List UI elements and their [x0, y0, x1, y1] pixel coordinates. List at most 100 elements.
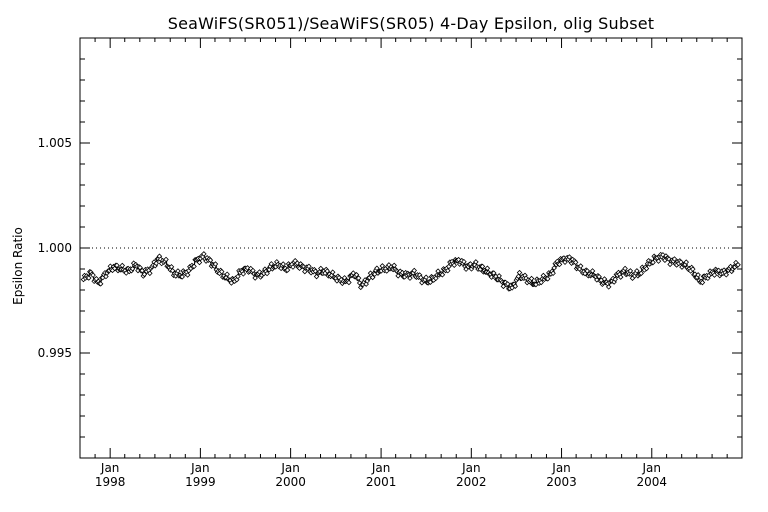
data-point [735, 262, 741, 268]
data-point [119, 262, 126, 269]
data-point [264, 270, 270, 277]
data-point [445, 267, 451, 274]
data-point [244, 265, 251, 271]
data-point [103, 273, 109, 280]
data-point [643, 265, 650, 272]
data-point [638, 270, 644, 277]
data-point [218, 268, 225, 275]
data-point [191, 263, 197, 270]
data-point [407, 275, 413, 281]
data-point [184, 272, 191, 278]
data-point [484, 265, 491, 272]
data-point [346, 279, 352, 286]
data-point [715, 267, 722, 274]
x-tick-year-label: 2004 [636, 475, 667, 489]
data-point [612, 276, 618, 282]
data-point [207, 257, 214, 263]
data-point [179, 274, 185, 280]
data-point [617, 274, 624, 280]
y-tick-label: 1.000 [38, 241, 72, 255]
data-point [85, 275, 92, 281]
data-point [504, 281, 511, 287]
chart-title: SeaWiFS(SR051)/SeaWiFS(SR05) 4-Day Epsil… [167, 14, 655, 33]
x-tick-month-label: Jan [551, 461, 571, 475]
data-point [268, 261, 275, 267]
data-point [711, 272, 718, 278]
data-point [302, 268, 308, 275]
data-point [589, 268, 596, 274]
data-point [235, 273, 241, 280]
data-point [294, 260, 301, 266]
data-point [605, 284, 612, 290]
data-point [168, 264, 175, 270]
data-point [584, 268, 591, 274]
x-tick-month-label: Jan [461, 461, 481, 475]
x-tick-month-label: Jan [642, 461, 662, 475]
data-point [363, 281, 369, 287]
data-point [634, 268, 640, 274]
data-point [374, 265, 380, 272]
x-tick-year-label: 2002 [456, 475, 487, 489]
x-tick-month-label: Jan [100, 461, 120, 475]
data-point [439, 272, 446, 278]
plot-frame [79, 37, 743, 459]
data-point [355, 275, 362, 281]
data-point [383, 268, 390, 274]
data-point [427, 279, 434, 285]
data-point [201, 251, 207, 257]
data-point [306, 263, 312, 270]
data-point [556, 261, 563, 268]
data-point [395, 273, 401, 279]
data-point [313, 273, 320, 280]
y-tick-label: 1.005 [38, 136, 72, 150]
data-point [699, 279, 706, 286]
data-point [141, 271, 148, 278]
data-point [451, 262, 457, 268]
data-point [544, 276, 551, 282]
data-point [695, 272, 701, 278]
x-tick-year-label: 2001 [366, 475, 397, 489]
data-point [290, 264, 296, 270]
data-point [97, 281, 104, 287]
data-point [90, 272, 96, 278]
data-point [577, 263, 584, 269]
data-point [324, 268, 331, 274]
data-point [512, 283, 519, 289]
data-point [496, 273, 502, 279]
data-point [284, 267, 291, 273]
data-point [566, 254, 573, 260]
data-point [329, 269, 336, 275]
data-point [528, 275, 535, 282]
x-tick-year-label: 1998 [95, 475, 126, 489]
data-point [550, 270, 556, 277]
data-point [622, 265, 628, 272]
x-tick-month-label: Jan [371, 461, 391, 475]
data-point [516, 269, 523, 276]
x-tick-year-label: 1999 [185, 475, 216, 489]
data-point [153, 260, 160, 267]
data-point [655, 258, 662, 264]
x-tick-year-label: 2000 [275, 475, 306, 489]
data-point [318, 265, 324, 272]
data-point [683, 259, 690, 265]
data-point [240, 271, 247, 277]
data-point [129, 265, 136, 272]
data-point [723, 272, 730, 278]
data-point [572, 259, 579, 266]
y-tick-label: 0.995 [38, 346, 72, 360]
data-point [411, 267, 417, 274]
data-point [147, 270, 153, 277]
data-point [490, 270, 497, 276]
data-point [690, 266, 696, 272]
data-point [433, 275, 439, 282]
data-point [163, 256, 169, 263]
data-point [423, 274, 429, 281]
data-point [196, 259, 203, 266]
x-tick-month-label: Jan [280, 461, 300, 475]
x-tick-year-label: 2003 [546, 475, 577, 489]
data-point [479, 263, 486, 270]
data-point [551, 265, 557, 271]
data-point [473, 259, 479, 265]
data-point [175, 268, 181, 274]
